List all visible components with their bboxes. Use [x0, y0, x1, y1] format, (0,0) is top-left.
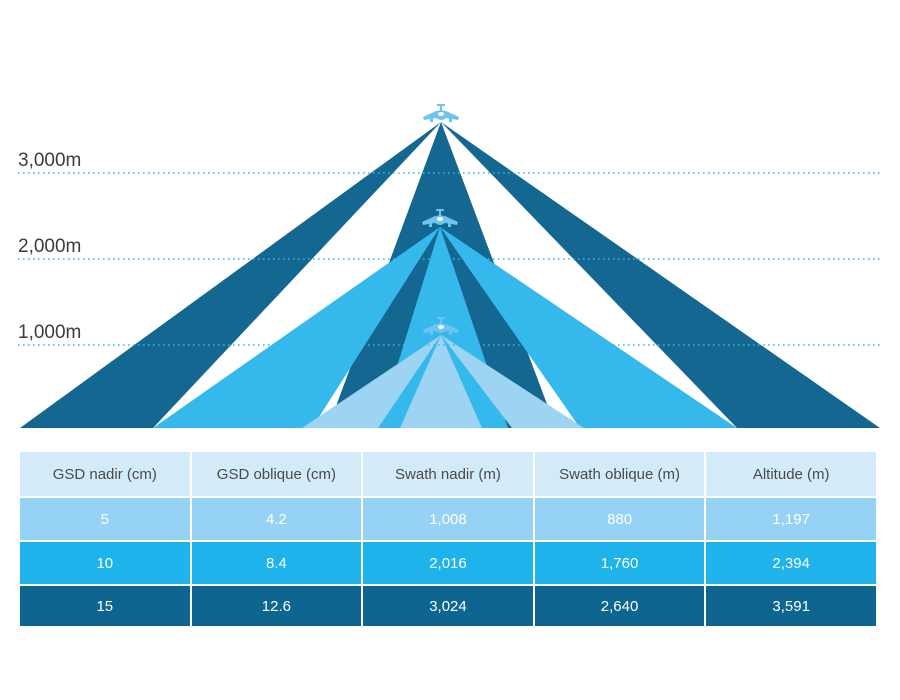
altitude-label-2000m: 2,000m	[18, 236, 81, 257]
table-cell: 880	[534, 498, 705, 540]
coverage-diagram: 3,000m 2,000m 1,000m	[18, 104, 882, 428]
table-cell: 2,640	[534, 586, 705, 626]
table-cell: 10	[20, 542, 190, 584]
header-swath-nadir: Swath nadir (m)	[363, 452, 533, 496]
table-row: 15 12.6 3,024 2,640 3,591	[20, 586, 876, 626]
header-swath-oblique: Swath oblique (m)	[534, 452, 705, 496]
table-cell: 1,760	[534, 542, 705, 584]
table-cell: 8.4	[191, 542, 362, 584]
table-cell: 1,197	[706, 498, 876, 540]
header-altitude: Altitude (m)	[706, 452, 876, 496]
airplane-icon	[422, 104, 460, 123]
header-gsd-oblique: GSD oblique (cm)	[191, 452, 362, 496]
table-header-row: GSD nadir (cm) GSD oblique (cm) Swath na…	[20, 452, 876, 496]
table-row: 5 4.2 1,008 880 1,197	[20, 498, 876, 540]
table-cell: 1,008	[363, 498, 533, 540]
table-row: 10 8.4 2,016 1,760 2,394	[20, 542, 876, 584]
specs-table: GSD nadir (cm) GSD oblique (cm) Swath na…	[18, 450, 878, 628]
coverage-cone-1000m	[302, 335, 584, 428]
table-cell: 5	[20, 498, 190, 540]
altitude-label-1000m: 1,000m	[18, 322, 81, 343]
table-cell: 4.2	[191, 498, 362, 540]
header-gsd-nadir: GSD nadir (cm)	[20, 452, 190, 496]
table-cell: 3,591	[706, 586, 876, 626]
table-cell: 3,024	[363, 586, 533, 626]
table-cell: 12.6	[191, 586, 362, 626]
table-cell: 2,016	[363, 542, 533, 584]
table-cell: 15	[20, 586, 190, 626]
table-cell: 2,394	[706, 542, 876, 584]
altitude-label-3000m: 3,000m	[18, 150, 81, 171]
